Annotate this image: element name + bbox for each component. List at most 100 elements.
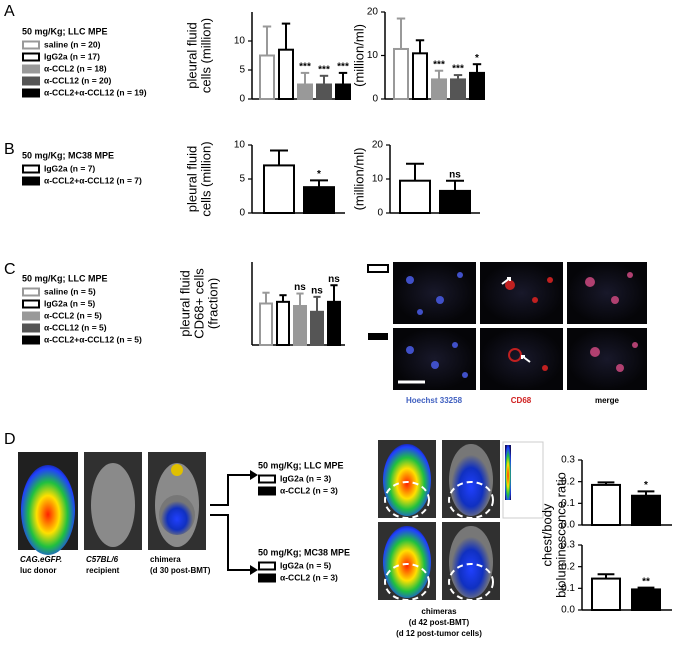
y-axis-label: (million/ml) [351,148,366,211]
legend-title: 50 mg/Kg; LLC MPE [22,273,108,283]
bar [259,54,275,100]
bar [278,48,294,100]
y-axis-label: cells (million) [198,18,213,93]
y-axis-label: CD68+ cells [191,268,206,339]
arrow [501,277,511,285]
significance: ns [328,274,340,285]
y-axis-label: (fraction) [205,278,220,329]
y-tick-label: 0.3 [561,540,575,551]
bar [591,483,621,526]
y-tick-label: 10 [372,174,384,185]
arrow-head [250,470,258,480]
group-icon [367,264,389,273]
bar [393,47,409,100]
significance: *** [452,64,464,75]
legend-swatch [22,52,40,62]
significance: *** [337,62,349,73]
significance: *** [299,62,311,73]
y-tick-label: 0 [239,208,245,219]
legend-swatch [22,64,40,74]
image-caption: merge [595,396,620,405]
legend-label: α-CCL2+α-CCL12 (n = 19) [44,87,147,97]
legend-label: saline (n = 5) [44,286,96,296]
y-tick-label: 0 [239,94,245,105]
image [393,262,476,324]
image [449,444,493,516]
legend-label: IgG2a (n = 5) [44,298,95,308]
bar [412,52,428,100]
bar [469,71,485,101]
legend-swatch [22,40,40,50]
y-tick-label: 10 [367,50,379,61]
bar [631,588,661,612]
legend-swatch [22,311,40,321]
image-caption: (d 12 post-tumor cells) [396,629,482,638]
legend-label: α-CCL2 (n = 18) [44,63,107,73]
color-scale-box [502,441,544,519]
image-caption: C57BL/6 [86,555,119,564]
bar [263,164,295,214]
y-tick-label: 10 [234,140,246,151]
bar [335,83,351,100]
legend-label: saline (n = 20) [44,39,101,49]
y-axis-label: pleural fluid [184,146,199,213]
legend-swatch [258,561,276,571]
legend-label: α-CCL2+α-CCL12 (n = 7) [44,175,142,185]
legend-swatch [22,164,40,174]
legend-swatch [22,335,40,345]
bar [303,186,335,215]
legend-label: α-CCL2+α-CCL12 (n = 5) [44,334,142,344]
legend-swatch [22,88,40,98]
y-axis-label: cells (million) [198,141,213,216]
bar [327,300,341,346]
group-icon [368,333,388,340]
y-tick-label: 0.0 [561,520,575,531]
significance: ns [311,286,323,297]
image [171,464,183,476]
legend-swatch [22,76,40,86]
image [393,328,476,390]
image-caption: Hoechst 33258 [406,396,463,405]
significance: *** [433,59,445,70]
y-tick-label: 10 [234,36,246,47]
image [383,444,431,516]
image-caption: CD68 [511,396,532,405]
legend-swatch [258,486,276,496]
legend-label: α-CCL2 (n = 3) [280,485,338,495]
bar [297,83,313,100]
bar [631,494,661,526]
image [567,262,647,324]
significance: * [475,53,479,64]
legend-label: α-CCL2 (n = 5) [44,310,102,320]
image-caption: (d 30 post-BMT) [150,566,211,575]
image-caption: CAG.eGFP. [20,555,62,564]
bar [310,310,324,346]
legend-swatch [258,573,276,583]
image-caption: chimeras [421,607,457,616]
y-tick-label: 0 [377,208,383,219]
significance: * [317,169,321,180]
significance: ns [294,282,306,293]
bar [293,304,307,346]
bar [399,179,431,214]
bar [450,78,466,101]
panel-label: B [4,141,15,158]
y-tick-label: 0.3 [561,455,575,466]
image [91,463,135,547]
bar [431,78,447,101]
y-tick-label: 0.2 [561,476,575,487]
legend-label: α-CCL2 (n = 3) [280,572,338,582]
legend-swatch [22,176,40,186]
y-tick-label: 5 [239,65,245,76]
y-tick-label: 5 [239,174,245,185]
y-tick-label: 0.2 [561,561,575,572]
image-caption: luc donor [20,566,56,575]
y-tick-label: 0.1 [561,583,575,594]
legend-title: 50 mg/Kg; MC38 MPE [22,150,114,160]
legend-swatch [22,299,40,309]
bar [276,300,290,346]
arrow-head [250,565,258,575]
legend-label: IgG2a (n = 3) [280,473,331,483]
chimera-images: chimeras (d 42 post-BMT) (d 12 post-tumo… [378,440,544,638]
